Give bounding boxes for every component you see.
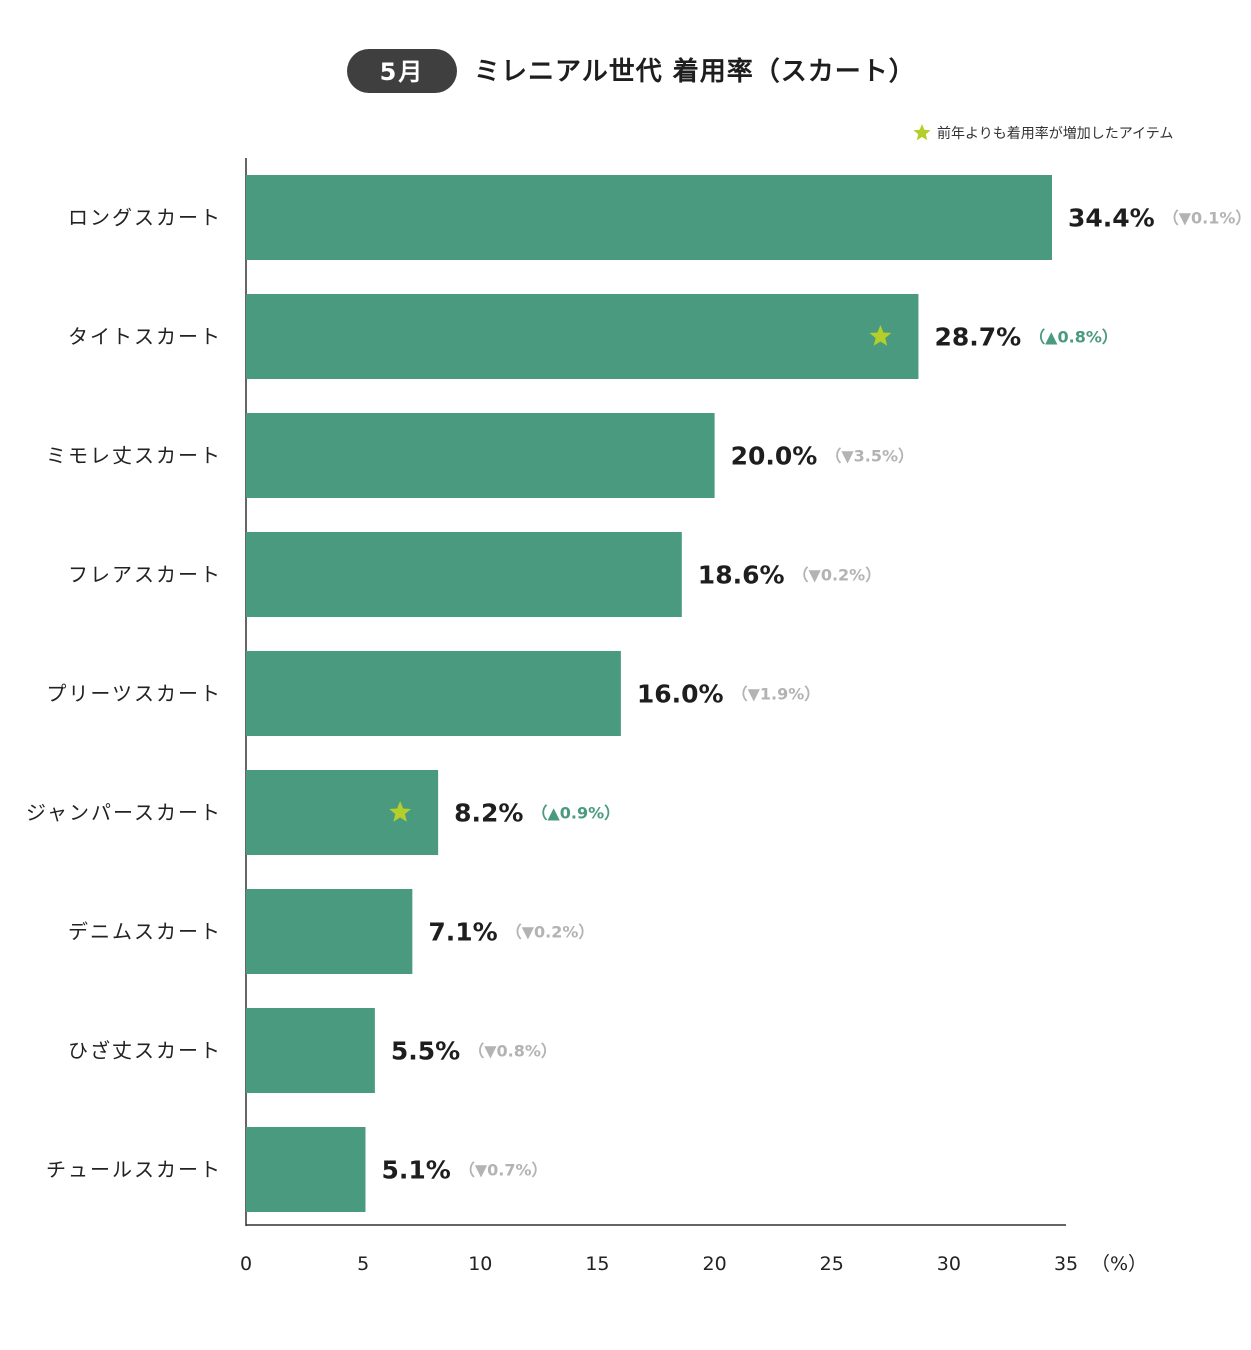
value-label: 34.4% <box>1068 204 1155 233</box>
bar <box>246 889 413 974</box>
change-down-label: （▼1.9%） <box>732 685 821 704</box>
bar <box>246 770 439 855</box>
legend: 前年よりも着用率が増加したアイテム <box>913 124 1173 142</box>
bar <box>246 294 919 379</box>
change-down-label: （▼0.2%） <box>506 923 595 942</box>
bars-group: ロングスカート 34.4% （▼0.1%） タイトスカート 28.7% （▲0.8%） ミモ… <box>26 175 1251 1212</box>
bar <box>246 413 715 498</box>
value-label: 7.1% <box>428 918 497 947</box>
category-label: デニムスカート <box>68 920 222 944</box>
value-label: 5.5% <box>391 1037 460 1066</box>
x-tick-label: 10 <box>468 1253 492 1275</box>
legend-star-icon <box>913 124 931 141</box>
value-label: 8.2% <box>454 799 523 828</box>
category-label: ミモレ丈スカート <box>46 444 222 468</box>
category-label: フレアスカート <box>68 563 222 587</box>
x-tick-label: 25 <box>820 1253 844 1275</box>
bar <box>246 1127 366 1212</box>
category-label: チュールスカート <box>46 1158 222 1182</box>
category-label: プリーツスカート <box>46 682 222 706</box>
legend-label: 前年よりも着用率が増加したアイテム <box>937 125 1173 142</box>
x-ticks-group: 0 5 10 15 20 25 30 35 <box>240 1253 1078 1275</box>
change-down-label: （▼0.7%） <box>459 1161 548 1180</box>
value-label: 28.7% <box>934 323 1021 352</box>
change-down-label: （▼0.1%） <box>1163 209 1251 228</box>
category-label: ロングスカート <box>68 206 222 230</box>
x-tick-label: 30 <box>937 1253 961 1275</box>
change-up-label: （▲0.8%） <box>1029 328 1118 347</box>
x-tick-label: 20 <box>703 1253 727 1275</box>
category-label: タイトスカート <box>68 325 222 349</box>
star-icon <box>869 325 892 346</box>
change-up-label: （▲0.9%） <box>531 804 620 823</box>
bar <box>246 532 682 617</box>
month-badge-label: 5月 <box>380 58 425 86</box>
chart-header: 5月 ミレニアル世代 着用率（スカート） <box>347 49 916 93</box>
value-label: 20.0% <box>731 442 818 471</box>
x-axis-unit-label: （%） <box>1091 1253 1147 1275</box>
value-label: 5.1% <box>381 1156 450 1185</box>
star-icon <box>389 801 412 822</box>
change-down-label: （▼3.5%） <box>825 447 914 466</box>
category-label: ひざ丈スカート <box>68 1039 222 1063</box>
x-tick-label: 5 <box>357 1253 369 1275</box>
category-label: ジャンパースカート <box>26 801 222 825</box>
value-label: 18.6% <box>698 561 785 590</box>
change-down-label: （▼0.2%） <box>793 566 882 585</box>
x-tick-label: 15 <box>585 1253 609 1275</box>
x-tick-label: 0 <box>240 1253 252 1275</box>
bar <box>246 175 1052 260</box>
value-label: 16.0% <box>637 680 724 709</box>
month-badge <box>347 49 457 93</box>
x-tick-label: 35 <box>1054 1253 1078 1275</box>
chart-title: ミレニアル世代 着用率（スカート） <box>474 56 916 87</box>
change-down-label: （▼0.8%） <box>468 1042 557 1061</box>
bar <box>246 1008 375 1093</box>
bar <box>246 651 621 736</box>
